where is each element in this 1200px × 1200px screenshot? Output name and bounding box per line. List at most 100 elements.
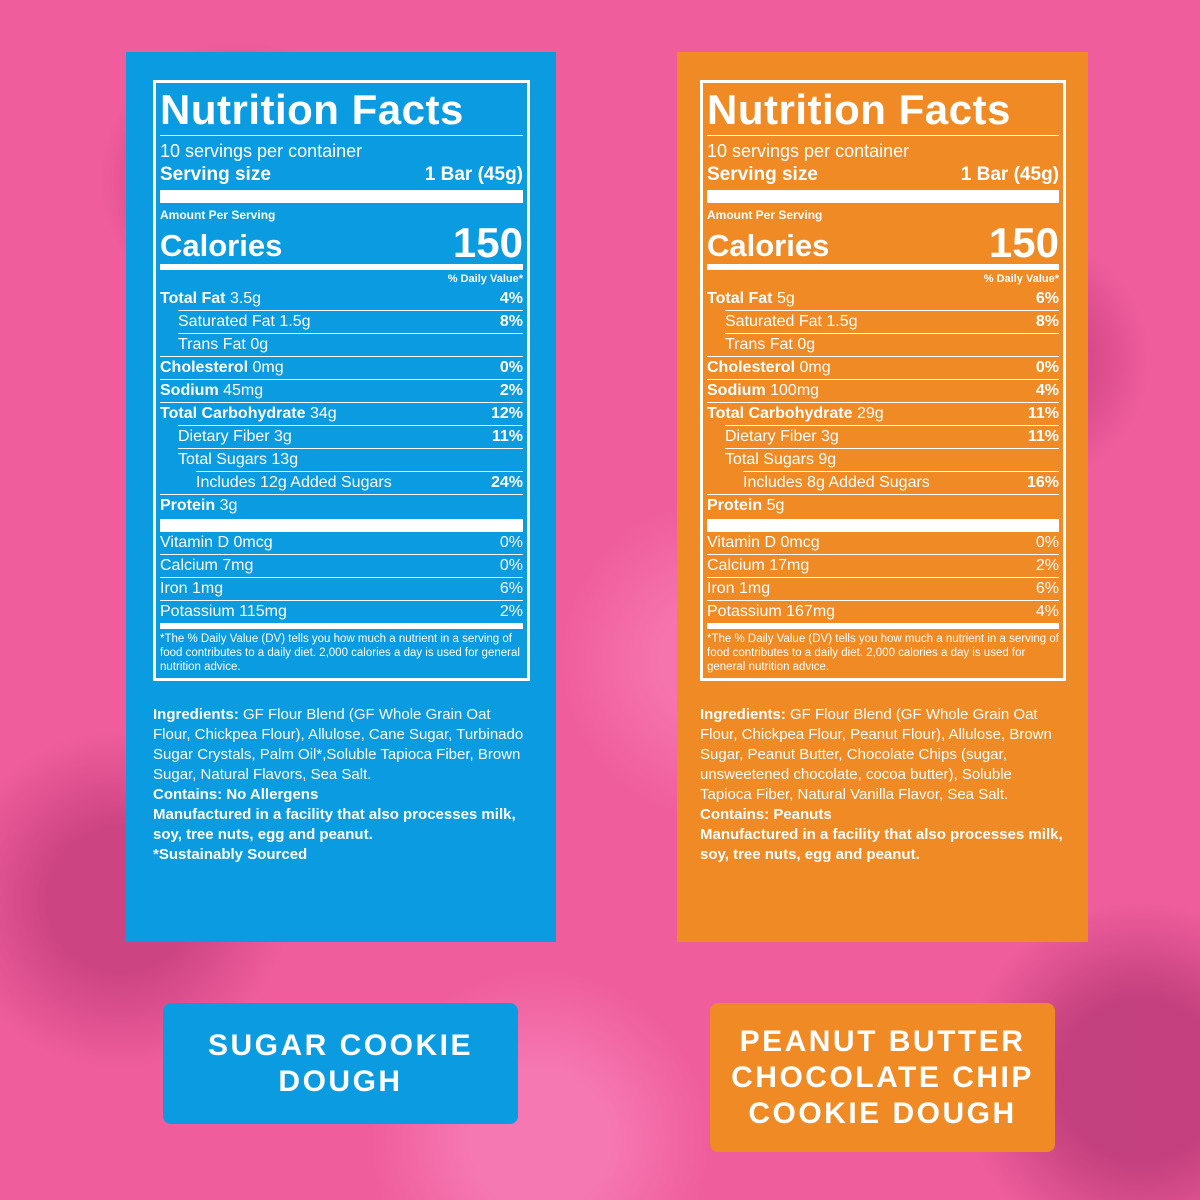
nutrient-dv: 2% (499, 382, 523, 399)
serving-size-value: 1 Bar (45g) (960, 164, 1059, 185)
nutrient-row: Total Sugars 9g (725, 448, 1059, 471)
calories-label: Calories (160, 228, 283, 263)
nutrient: Total Sugars 13g (178, 449, 298, 471)
servings: 10 servings per container (160, 141, 363, 161)
nutrient-name: Sodium (160, 382, 219, 399)
nutrient-dv: 4% (1035, 603, 1059, 620)
nutrient-name: Protein (160, 497, 216, 514)
thick-rule (160, 190, 523, 203)
nutrient-amount: 3.5g (229, 290, 262, 307)
nutrient-name: Potassium (707, 603, 782, 620)
nutrient-row: Total Sugars 13g (178, 448, 523, 471)
nutrient-row: Trans Fat 0g (178, 333, 523, 356)
thick-rule (707, 190, 1059, 203)
nutrient: Total Fat 5g (707, 288, 795, 310)
nutrient-amount: 29g (856, 405, 884, 422)
nutrient-name: Potassium (160, 603, 235, 620)
allergen-line: Manufactured in a facility that also pro… (153, 806, 516, 843)
serving-size: Serving size 1 Bar (45g) (160, 162, 523, 188)
ingredients: Ingredients: GF Flour Blend (GF Whole Gr… (153, 705, 530, 785)
nutrient-name: Trans Fat (178, 336, 246, 353)
footnote: *The % Daily Value (DV) tells you how mu… (707, 633, 1059, 673)
nutrient-row: Includes 8g Added Sugars 16% (743, 471, 1059, 494)
nutrient-amount: 0mg (799, 359, 831, 376)
dv-header: % Daily Value* (983, 273, 1059, 285)
nutrient-amount: 1.5g (826, 313, 858, 330)
medium-rule (160, 264, 523, 270)
nutrient-name: Vitamin D (707, 534, 777, 551)
nutrient: Potassium 115mg (160, 601, 287, 623)
nutrient-row: Total Fat 5g 6% (707, 288, 1059, 310)
nutrient: Sodium 45mg (160, 380, 263, 402)
nutrient-name: Calcium (707, 557, 765, 574)
nutrient-row: Vitamin D 0mcg 0% (707, 532, 1059, 554)
nutrient-amount: 34g (309, 405, 337, 422)
thick-rule (160, 519, 523, 532)
nutrient: Total Carbohydrate 29g (707, 403, 884, 425)
nutrient-amount: 13g (271, 451, 299, 468)
nutrient-amount: 115mg (239, 603, 287, 620)
nutrient-name: Total Carbohydrate (160, 405, 306, 422)
nutrient-amount: 167mg (786, 603, 836, 620)
nutrient: Total Carbohydrate 34g (160, 403, 337, 425)
nutrient-dv: 0% (499, 534, 523, 551)
allergen-line: Manufactured in a facility that also pro… (700, 826, 1063, 863)
nutrient: Potassium 167mg (707, 601, 835, 623)
nutrient: Protein 3g (160, 495, 237, 517)
nutrient: Sodium 100mg (707, 380, 819, 402)
nutrient-dv: 11% (1027, 405, 1059, 422)
nutrient-amount: 45mg (223, 382, 264, 399)
nutrient-row: Potassium 167mg 4% (707, 600, 1059, 623)
nutrient-row: Cholesterol 0mg 0% (160, 356, 523, 379)
amount-per-serving: Amount Per Serving (160, 208, 276, 222)
nutrient-name: Sodium (707, 382, 766, 399)
nutrient: Total Fat 3.5g (160, 288, 261, 310)
nutrient-amount: 0mcg (780, 534, 820, 551)
nutrient-name: Dietary Fiber (178, 428, 270, 445)
nutrient-name: Dietary Fiber (725, 428, 817, 445)
dv-header: % Daily Value* (447, 273, 523, 285)
nutrient-amount: 5g (766, 497, 785, 514)
nutrient-dv: 12% (490, 405, 523, 422)
thick-rule (707, 519, 1059, 532)
nutrient-row: Includes 12g Added Sugars 24% (196, 471, 523, 494)
nutrient-amount: 3g (274, 428, 292, 445)
allergen-line: Contains: Peanuts (700, 806, 832, 823)
nutrient: Dietary Fiber 3g (725, 426, 839, 448)
nutrient: Dietary Fiber 3g (178, 426, 292, 448)
nutrient-name: Includes 12g Added Sugars (196, 474, 392, 491)
nutrient-dv: 0% (1035, 534, 1059, 551)
calories: Calories 150 (707, 222, 1059, 264)
footnote: *The % Daily Value (DV) tells you how mu… (160, 633, 520, 673)
nutrient-row: Iron 1mg 6% (160, 577, 523, 600)
nutrient: Calcium 17mg (707, 555, 809, 577)
nutrient-row: Sodium 45mg 2% (160, 379, 523, 402)
nutrition-label: Nutrition Facts 10 servings per container… (700, 80, 1066, 681)
ingredients-label: Ingredients: (700, 706, 786, 723)
label-title: Nutrition Facts (707, 85, 1059, 136)
nutrient-name: Calcium (160, 557, 218, 574)
nutrient-row: Saturated Fat 1.5g 8% (725, 310, 1059, 333)
nutrient: Cholesterol 0mg (160, 357, 284, 379)
serving-size-label: Serving size (707, 164, 818, 185)
nutrient-row: Dietary Fiber 3g 11% (178, 425, 523, 448)
nutrient-name: Cholesterol (160, 359, 249, 376)
nutrient-amount: 0g (250, 336, 269, 353)
amount-per-serving: Amount Per Serving (707, 208, 823, 222)
nutrient: Saturated Fat 1.5g (725, 311, 858, 333)
serving-size-value: 1 Bar (45g) (424, 164, 523, 185)
serving-size: Serving size 1 Bar (45g) (707, 162, 1059, 188)
nutrient-amount: 9g (818, 451, 837, 468)
nutrient-dv: 6% (1035, 580, 1059, 597)
nutrient-amount: 0mg (252, 359, 284, 376)
nutrient-dv: 6% (499, 580, 523, 597)
nutrient-amount: 17mg (769, 557, 810, 574)
nutrient-name: Vitamin D (160, 534, 230, 551)
nutrient-amount: 0g (797, 336, 816, 353)
medium-rule (707, 623, 1059, 629)
nutrient-row: Calcium 17mg 2% (707, 554, 1059, 577)
product-name: SUGAR COOKIE DOUGH (163, 1003, 518, 1124)
nutrient-row: Saturated Fat 1.5g 8% (178, 310, 523, 333)
nutrient-name: Protein (707, 497, 763, 514)
